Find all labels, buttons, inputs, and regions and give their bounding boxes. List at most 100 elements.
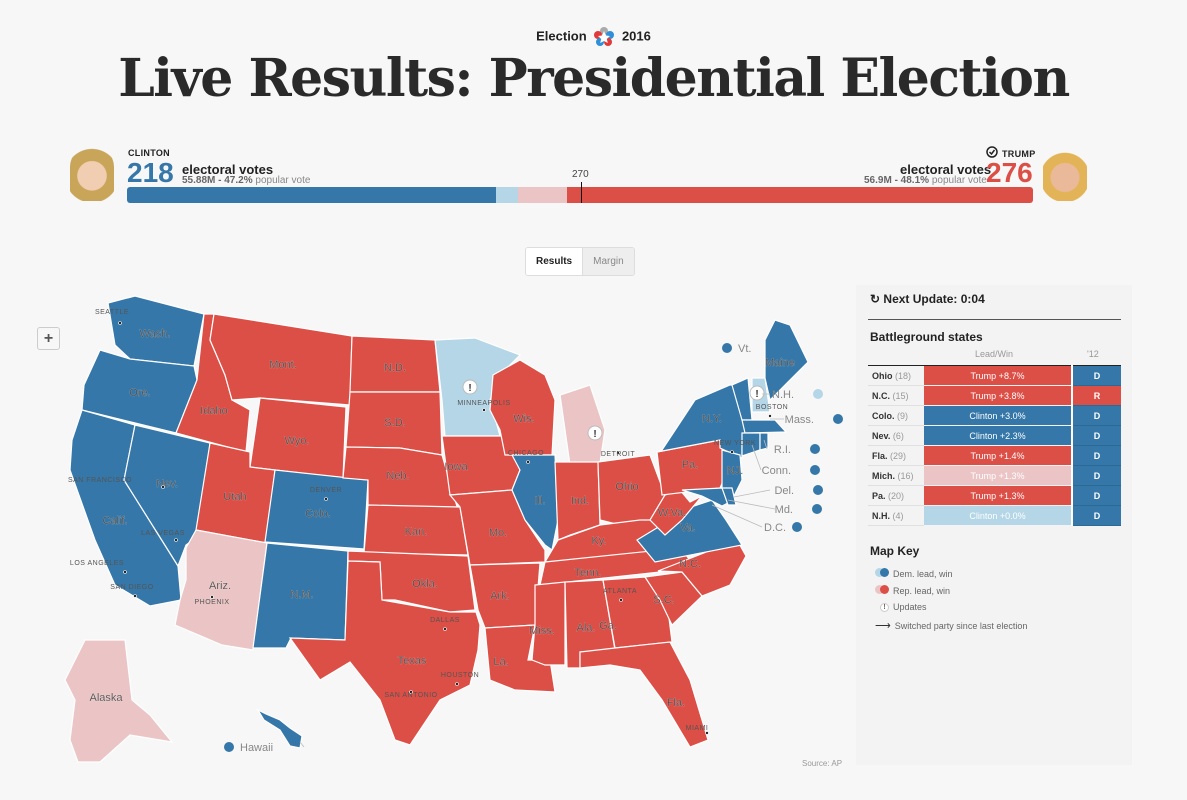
state-ev: (29)	[890, 450, 907, 461]
threshold-270-marker	[581, 182, 582, 203]
state-label: Idaho	[200, 405, 228, 417]
election-kicker: Election 2016	[0, 26, 1187, 48]
city-label: NEW YORK	[714, 440, 756, 447]
state-shape[interactable]	[288, 560, 481, 746]
city-label: SAN FRANCISCO	[68, 477, 132, 484]
trump-popular-vote: 56.9M - 48.1% popular vote	[864, 175, 987, 186]
update-alert-icon[interactable]	[749, 385, 765, 401]
lead-cell: Trump +3.8%	[924, 385, 1072, 406]
state-label: Wis.	[513, 413, 534, 425]
state-shape[interactable]	[64, 639, 174, 763]
col-lead-header: Lead/Win	[975, 349, 1014, 359]
trump-ev-label: electoral votes	[900, 162, 992, 177]
update-alert-mark: !	[755, 389, 758, 400]
state-label: Pa.	[682, 459, 699, 471]
lead-cell: Trump +8.7%	[924, 365, 1072, 386]
update-alert-icon[interactable]	[462, 379, 478, 395]
key-rep-label: Rep. lead, win	[893, 585, 951, 596]
prev-2012-cell: D	[1071, 425, 1121, 446]
state-shape[interactable]	[643, 571, 703, 627]
battleground-row[interactable]: Ohio (18) Trump +8.7% D	[868, 365, 1121, 386]
toggle-margin[interactable]: Margin	[582, 248, 634, 275]
city-label: DENVER	[310, 487, 342, 494]
state-label: Ohio	[615, 481, 638, 493]
update-alert-mark: !	[468, 383, 471, 394]
callout-dot[interactable]	[722, 343, 732, 353]
key-rep: Rep. lead, win	[875, 585, 950, 596]
winner-check-icon	[986, 146, 998, 158]
state-shape[interactable]	[256, 708, 303, 749]
callout-dot[interactable]	[792, 522, 802, 532]
callout-label: Md.	[775, 504, 793, 516]
state-label: Tenn.	[575, 567, 602, 579]
callout-label: N.H.	[772, 389, 794, 401]
battleground-row[interactable]: Fla. (29) Trump +1.4% D	[868, 445, 1121, 466]
state-shape[interactable]	[579, 641, 709, 748]
key-dem: Dem. lead, win	[875, 568, 953, 579]
lead-cell: Clinton +3.0%	[924, 405, 1072, 426]
state-label: W.Va.	[658, 507, 687, 519]
callout-dot[interactable]	[224, 742, 234, 752]
battleground-row[interactable]: Nev. (6) Clinton +2.3% D	[868, 425, 1121, 446]
city-label: CHICAGO	[508, 450, 544, 457]
callout-dot[interactable]	[810, 444, 820, 454]
col-2012-header: '12	[1087, 349, 1099, 359]
city-dot	[705, 731, 709, 735]
battleground-row[interactable]: Colo. (9) Clinton +3.0% D	[868, 405, 1121, 426]
state-label: Ind.	[571, 495, 589, 507]
trump-electoral-votes: 276	[986, 157, 1033, 188]
zoom-in-button[interactable]: +	[37, 327, 60, 350]
us-results-map: Wash. Ore. Calif. Nev. Idaho Mont. Wyo. Utah Col…	[64, 295, 843, 763]
lead-cell: Trump +1.4%	[924, 445, 1072, 466]
callout-label: Conn.	[762, 465, 791, 477]
trump-popular-label: popular vote	[929, 175, 987, 186]
state-shape[interactable]	[741, 419, 788, 434]
state-shape[interactable]	[602, 576, 673, 649]
city-dot	[174, 538, 178, 542]
callout-leader	[711, 504, 763, 528]
callout-dot[interactable]	[810, 465, 820, 475]
state-label: N.M.	[290, 589, 313, 601]
state-label: Ala.	[577, 622, 596, 634]
battleground-row[interactable]: Mich. (16) Trump +1.3% D	[868, 465, 1121, 486]
state-name: Colo. (9)	[868, 405, 924, 426]
city-dot	[443, 627, 447, 631]
state-name: Fla. (29)	[868, 445, 924, 466]
battleground-row[interactable]: Pa. (20) Trump +1.3% D	[868, 485, 1121, 506]
city-dot	[161, 485, 165, 489]
update-alert-icon[interactable]	[587, 425, 603, 441]
next-update-label: Next Update: 0:04	[883, 292, 985, 306]
state-ev: (16)	[897, 470, 914, 481]
state-abbr: N.C.	[872, 390, 890, 401]
city-label: DETROIT	[601, 451, 635, 458]
city-label: PHOENIX	[194, 599, 229, 606]
threshold-270-label: 270	[572, 169, 589, 180]
kicker-election: Election	[536, 28, 587, 44]
callout-dot[interactable]	[812, 504, 822, 514]
state-ev: (9)	[897, 410, 909, 421]
toggle-results[interactable]: Results	[526, 248, 583, 275]
city-dot	[730, 450, 734, 454]
state-label: Kan.	[405, 526, 428, 538]
callout-leader	[751, 444, 762, 471]
city-label: BOSTON	[756, 404, 788, 411]
state-shape[interactable]	[681, 487, 731, 507]
clinton-popular-label: popular vote	[252, 175, 311, 186]
city-label: DALLAS	[430, 617, 460, 624]
state-label: Wyo.	[285, 435, 310, 447]
lead-cell: Clinton +2.3%	[924, 425, 1072, 446]
state-shape[interactable]	[559, 384, 606, 466]
prev-2012-cell: D	[1071, 465, 1121, 486]
callout-dot[interactable]	[813, 389, 823, 399]
rep-swatch-icon	[875, 585, 889, 596]
state-shape[interactable]	[484, 624, 556, 693]
callout-label: Vt.	[738, 343, 751, 355]
callout-dot[interactable]	[833, 414, 843, 424]
battleground-row[interactable]: N.C. (15) Trump +3.8% R	[868, 385, 1121, 406]
state-shape[interactable]	[531, 581, 566, 666]
battleground-row[interactable]: N.H. (4) Clinton +0.0% D	[868, 505, 1121, 526]
callout-dot[interactable]	[813, 485, 823, 495]
view-toggle: Results Margin	[525, 247, 635, 276]
lead-cell: Clinton +0.0%	[924, 505, 1072, 526]
state-shape[interactable]	[764, 319, 809, 402]
